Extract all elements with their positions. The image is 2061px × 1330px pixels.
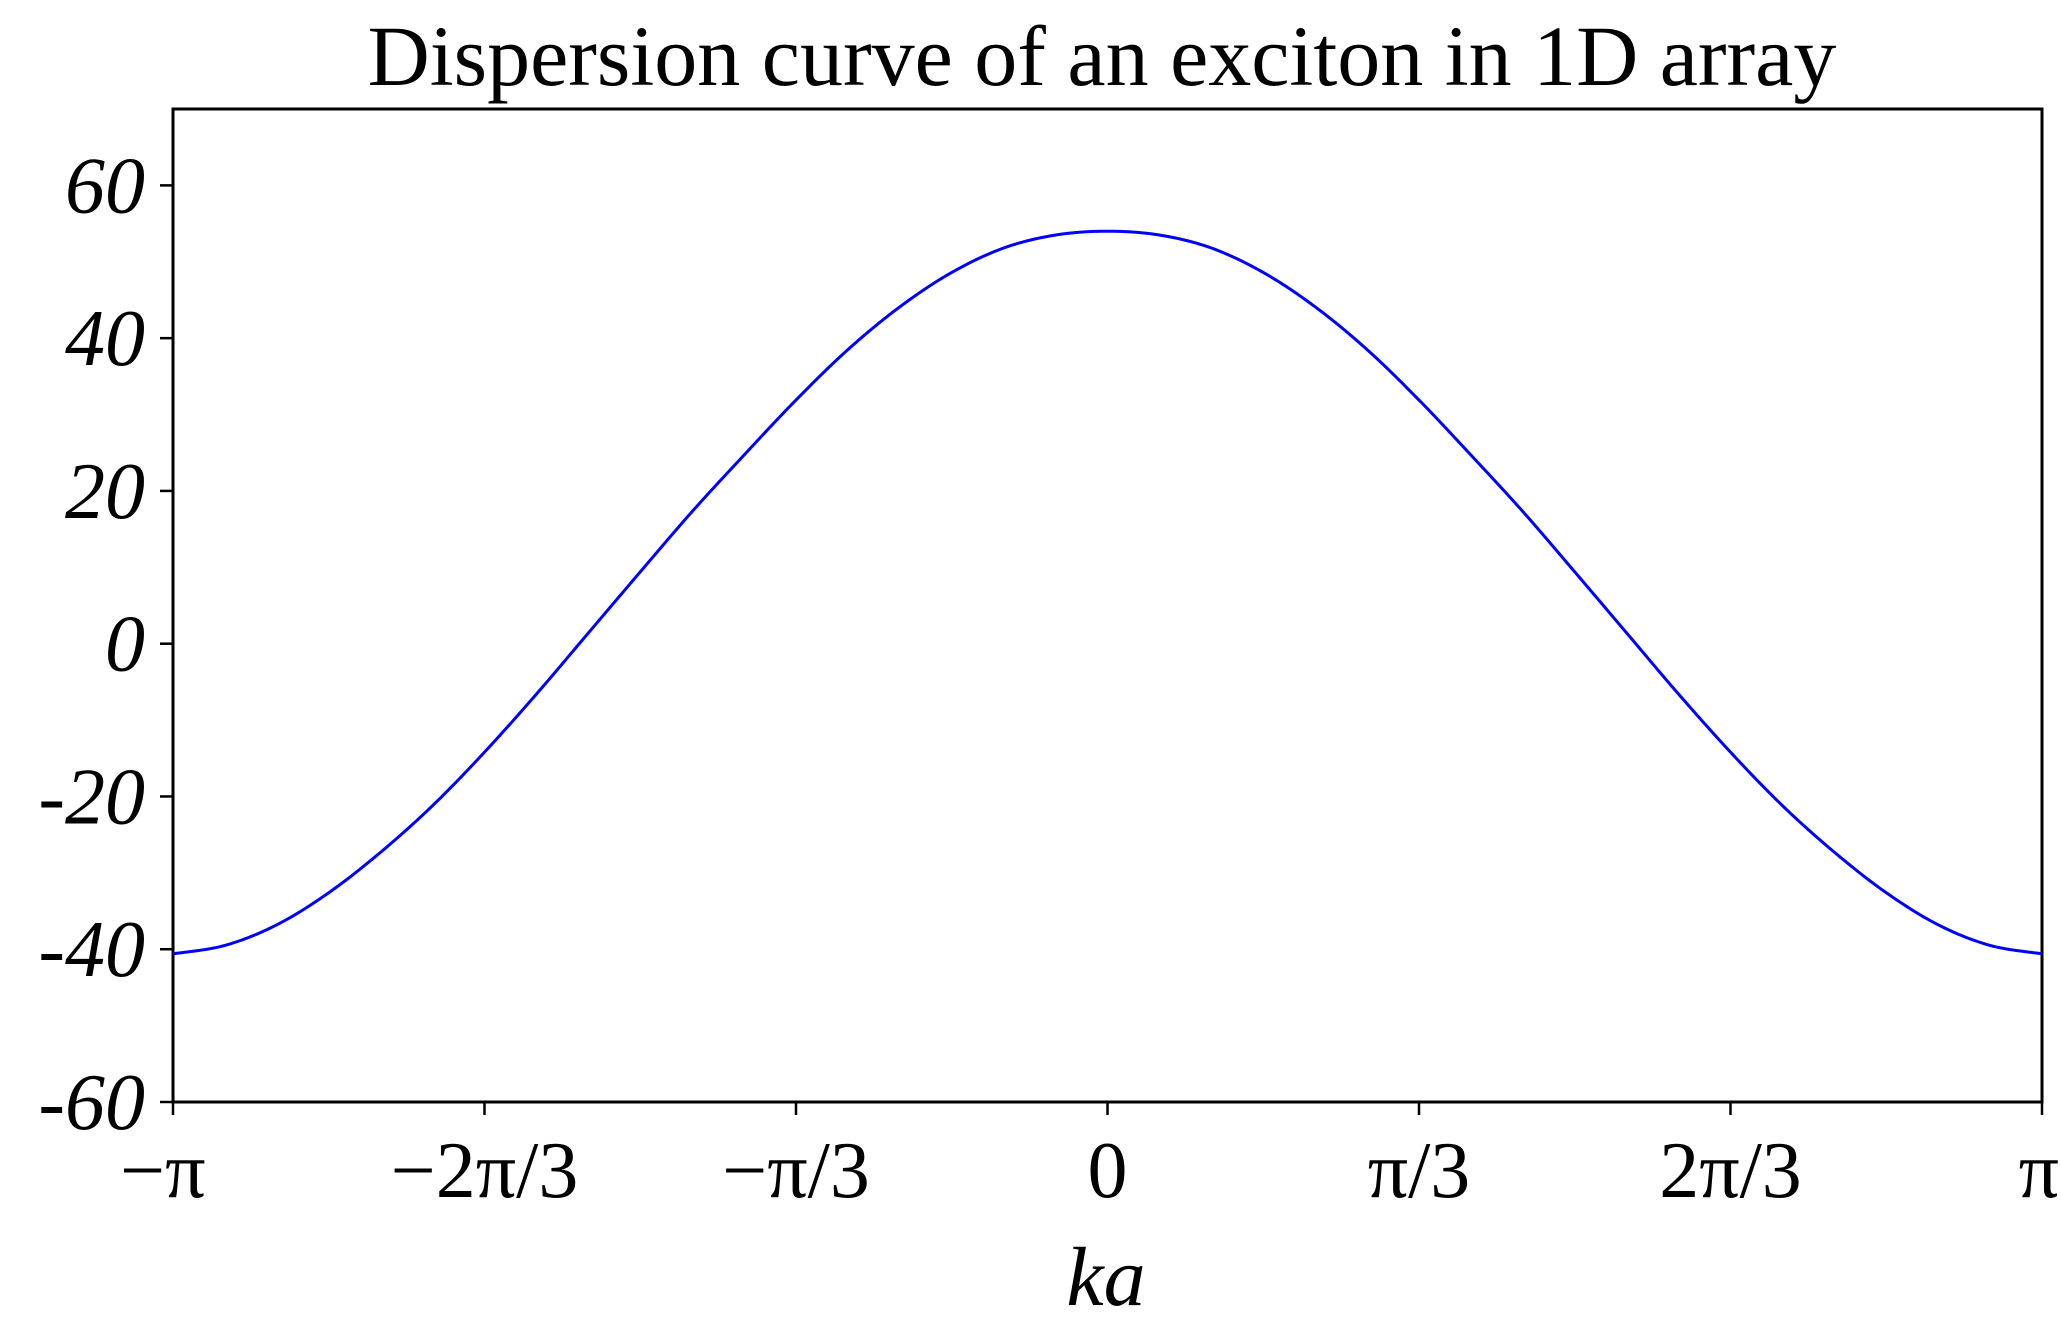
x-tick-label: π bbox=[2019, 1127, 2059, 1215]
series-line bbox=[172, 229, 2043, 956]
x-tick-label: −2π/3 bbox=[391, 1127, 579, 1215]
x-axis: −π −2π/3 −π/3 0 π/3 2π/3 π bbox=[120, 1102, 2059, 1215]
y-tick-label: 0 bbox=[105, 601, 145, 689]
x-tick-label: 0 bbox=[1088, 1127, 1128, 1215]
y-tick-label: 20 bbox=[65, 448, 145, 536]
y-tick-label: -40 bbox=[38, 906, 145, 994]
series-group bbox=[172, 229, 2043, 956]
x-tick-label: −π bbox=[120, 1127, 206, 1215]
y-tick-label: 40 bbox=[65, 295, 145, 383]
x-tick-label: 2π/3 bbox=[1659, 1127, 1802, 1215]
y-tick-label: 60 bbox=[65, 142, 145, 230]
y-tick-label: -60 bbox=[38, 1059, 145, 1147]
y-tick-label: -20 bbox=[38, 753, 145, 841]
x-tick-label: π/3 bbox=[1368, 1127, 1471, 1215]
plot-frame bbox=[171, 107, 2044, 1104]
y-axis: 60 40 20 0 -20 -40 -60 bbox=[38, 142, 173, 1147]
x-tick-label: −π/3 bbox=[722, 1127, 870, 1215]
chart-title: Dispersion curve of an exciton in 1D arr… bbox=[368, 8, 1837, 104]
x-axis-label: ka bbox=[1066, 1231, 1145, 1324]
